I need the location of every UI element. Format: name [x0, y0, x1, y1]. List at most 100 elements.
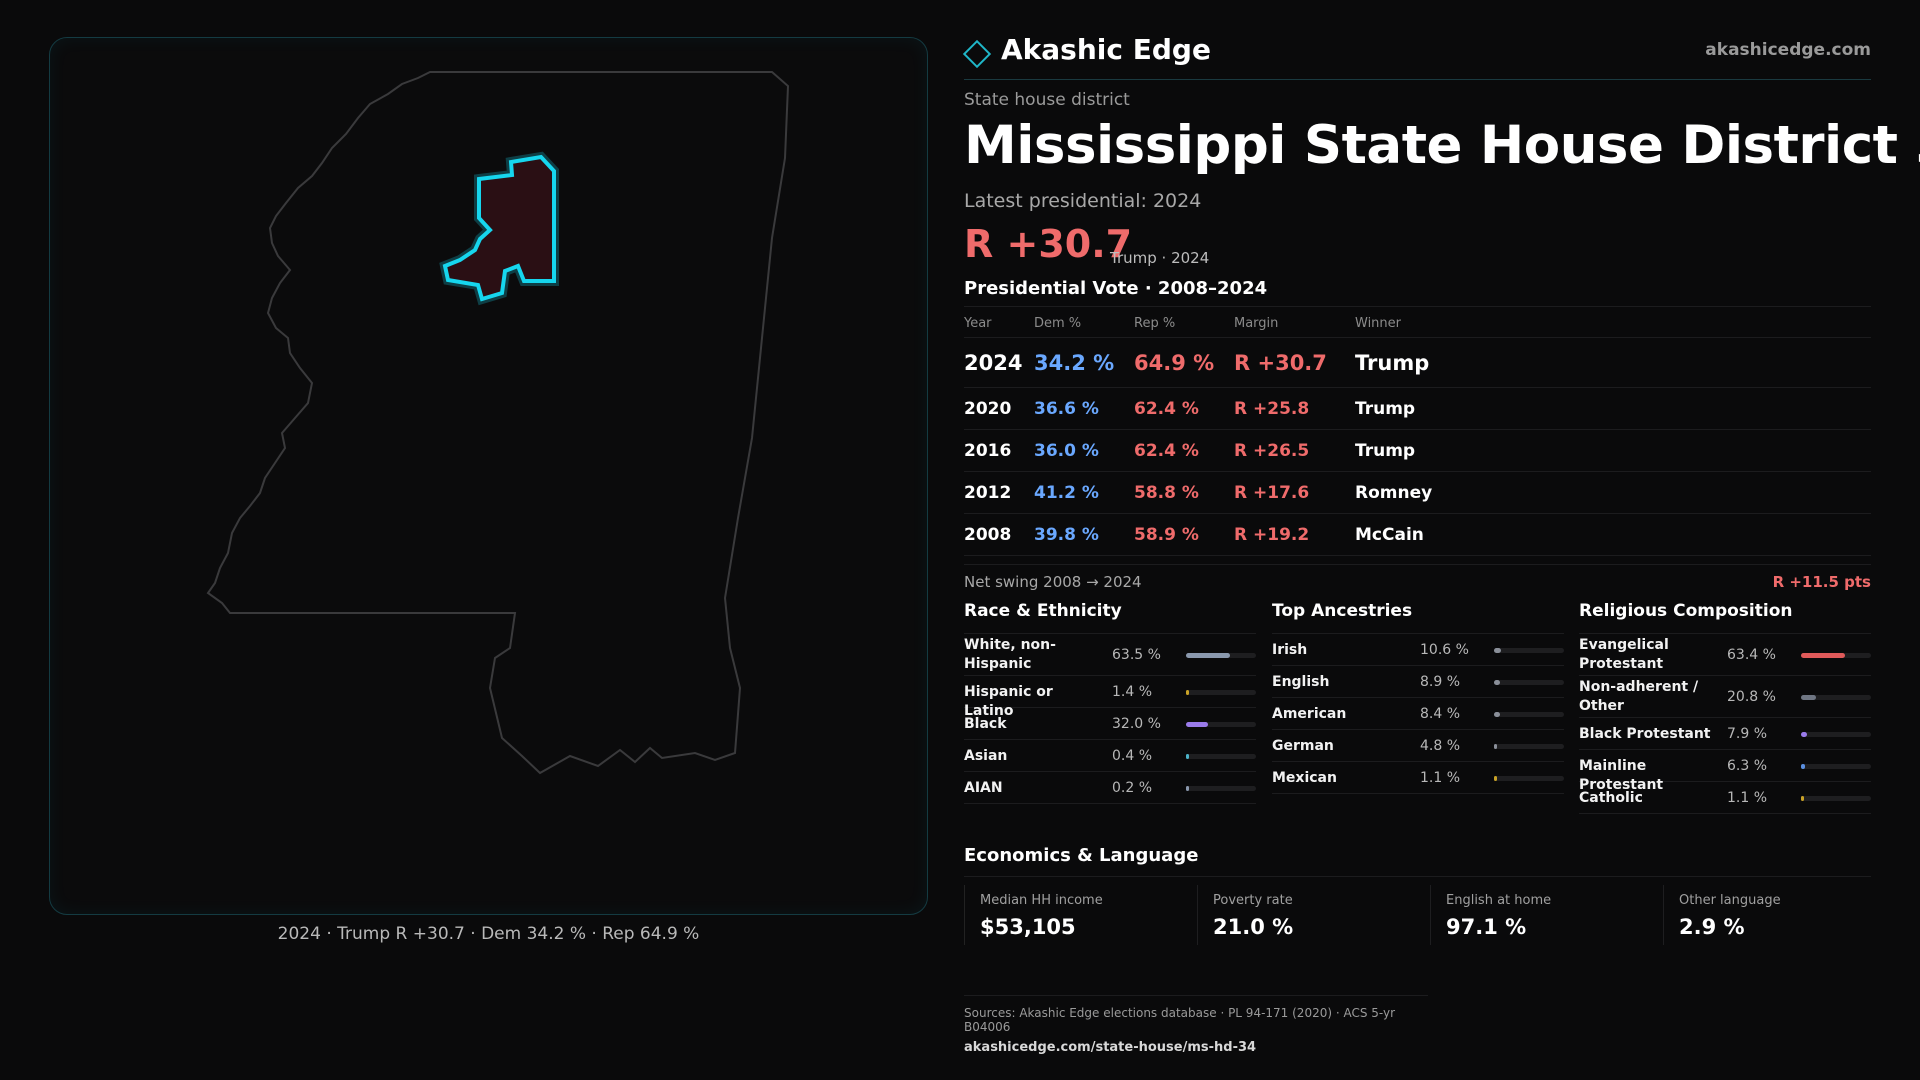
district-34-shape[interactable]	[442, 154, 556, 302]
econ-value: 21.0 %	[1213, 915, 1294, 939]
page-title: Mississippi State House District 34	[964, 115, 1920, 176]
race-label: AIAN	[964, 779, 1003, 796]
race-percent: 0.2 %	[1112, 779, 1153, 796]
race-bar-fill	[1186, 689, 1189, 695]
religion-percent: 6.3 %	[1727, 757, 1768, 774]
religion-bar-fill	[1801, 694, 1816, 700]
cell-margin: R +17.6	[1234, 482, 1310, 503]
cell-margin: R +19.2	[1234, 524, 1310, 545]
cell-winner: Trump	[1355, 350, 1430, 375]
cell-year: 2008	[964, 524, 1012, 545]
ancestry-row: Irish 10.6 %	[1272, 634, 1564, 666]
cell-dem: 41.2 %	[1034, 482, 1099, 503]
race-ethnicity-title: Race & Ethnicity	[964, 601, 1256, 634]
brand-url-link[interactable]: akashicedge.com	[1705, 40, 1871, 60]
cell-rep: 62.4 %	[1134, 398, 1199, 419]
cell-rep: 58.8 %	[1134, 482, 1199, 503]
cell-margin: R +26.5	[1234, 440, 1310, 461]
ancestry-percent: 10.6 %	[1420, 641, 1469, 658]
sources-footer: Sources: Akashic Edge elections database…	[964, 995, 1428, 1055]
race-bar-fill	[1186, 652, 1230, 658]
religion-label: Evangelical Protestant	[1579, 637, 1669, 672]
race-bar-track	[1186, 753, 1256, 759]
race-bar-track	[1186, 785, 1256, 791]
race-row: Black 32.0 %	[964, 708, 1256, 740]
religion-bar-track	[1801, 763, 1871, 769]
cell-rep: 62.4 %	[1134, 440, 1199, 461]
cell-dem: 34.2 %	[1034, 350, 1115, 375]
ancestry-percent: 4.8 %	[1420, 737, 1461, 754]
econ-label: Median HH income	[980, 893, 1103, 908]
cell-winner: Romney	[1355, 482, 1433, 503]
religion-bar-fill	[1801, 795, 1804, 801]
race-percent: 1.4 %	[1112, 683, 1153, 700]
map-panel[interactable]	[49, 37, 928, 915]
ancestry-row: German 4.8 %	[1272, 730, 1564, 762]
brand-name[interactable]: Akashic Edge	[1001, 33, 1211, 66]
race-bar-track	[1186, 652, 1256, 658]
religion-label: Black Protestant	[1579, 725, 1711, 742]
race-label: Asian	[964, 747, 1008, 764]
ancestry-bar-fill	[1494, 647, 1501, 653]
cell-year: 2016	[964, 440, 1012, 461]
religion-percent: 1.1 %	[1727, 789, 1768, 806]
ancestry-bar-fill	[1494, 711, 1500, 717]
econ-value: 97.1 %	[1446, 915, 1527, 939]
col-margin: Margin	[1234, 316, 1279, 331]
table-header: Year Dem % Rep % Margin Winner	[964, 306, 1871, 338]
cell-dem: 39.8 %	[1034, 524, 1099, 545]
econ-cell-english: English at home 97.1 %	[1430, 885, 1657, 945]
ancestry-bar-track	[1494, 743, 1564, 749]
table-row: 2020 36.6 % 62.4 % R +25.8 Trump	[964, 388, 1871, 430]
map-caption: 2024 · Trump R +30.7 · Dem 34.2 % · Rep …	[277, 924, 700, 944]
religion-label: Non-adherent / Other	[1579, 679, 1699, 714]
economics-title: Economics & Language	[964, 845, 1871, 877]
ancestry-percent: 8.9 %	[1420, 673, 1461, 690]
econ-cell-poverty: Poverty rate 21.0 %	[1197, 885, 1424, 945]
race-label: Black	[964, 715, 1007, 732]
cell-year: 2012	[964, 482, 1012, 503]
race-bar-fill	[1186, 721, 1208, 727]
race-row: Asian 0.4 %	[964, 740, 1256, 772]
religion-label: Mainline Protestant	[1579, 757, 1664, 793]
source-url-link[interactable]: akashicedge.com/state-house/ms-hd-34	[964, 1040, 1257, 1055]
headline-margin: R +30.7	[964, 222, 1133, 266]
race-bar-track	[1186, 689, 1256, 695]
econ-cell-income: Median HH income $53,105	[964, 885, 1191, 945]
col-year: Year	[964, 316, 992, 331]
cell-winner: Trump	[1355, 440, 1416, 461]
cell-winner: McCain	[1355, 524, 1424, 545]
cell-margin: R +30.7	[1234, 350, 1327, 375]
religion-bar-track	[1801, 652, 1871, 658]
ancestry-bar-fill	[1494, 775, 1497, 781]
ancestry-row: Mexican 1.1 %	[1272, 762, 1564, 794]
vote-section-title: Presidential Vote · 2008–2024	[964, 278, 1268, 299]
ancestry-section: Top Ancestries Irish 10.6 % English 8.9 % Am…	[1272, 601, 1564, 794]
col-dem: Dem %	[1034, 316, 1082, 331]
race-percent: 32.0 %	[1112, 715, 1161, 732]
col-winner: Winner	[1355, 316, 1402, 331]
presidential-vote-table: Year Dem % Rep % Margin Winner 2024 34.2…	[964, 306, 1871, 556]
ancestry-bar-track	[1494, 679, 1564, 685]
state-map[interactable]	[50, 38, 929, 916]
religion-row: Non-adherent / Other 20.8 %	[1579, 676, 1871, 718]
brand-header: Akashic Edge akashicedge.com	[962, 30, 1871, 80]
ancestry-bar-fill	[1494, 679, 1500, 685]
state-outline	[206, 71, 790, 775]
religion-bar-track	[1801, 731, 1871, 737]
table-row: 2008 39.8 % 58.9 % R +19.2 McCain	[964, 514, 1871, 556]
econ-label: Other language	[1679, 893, 1781, 908]
religion-row: Mainline Protestant 6.3 %	[1579, 750, 1871, 793]
ancestry-title: Top Ancestries	[1272, 601, 1564, 634]
ancestry-label: American	[1272, 705, 1347, 722]
economics-grid: Median HH income $53,105 Poverty rate 21…	[964, 885, 1871, 945]
econ-value: $53,105	[980, 915, 1076, 939]
religion-row: Evangelical Protestant 63.4 %	[1579, 634, 1871, 676]
cell-rep: 58.9 %	[1134, 524, 1199, 545]
cell-rep: 64.9 %	[1134, 350, 1215, 375]
ancestry-percent: 8.4 %	[1420, 705, 1461, 722]
ancestry-label: Mexican	[1272, 769, 1337, 786]
cell-winner: Trump	[1355, 398, 1416, 419]
econ-value: 2.9 %	[1679, 915, 1745, 939]
race-bar-fill	[1186, 785, 1189, 791]
